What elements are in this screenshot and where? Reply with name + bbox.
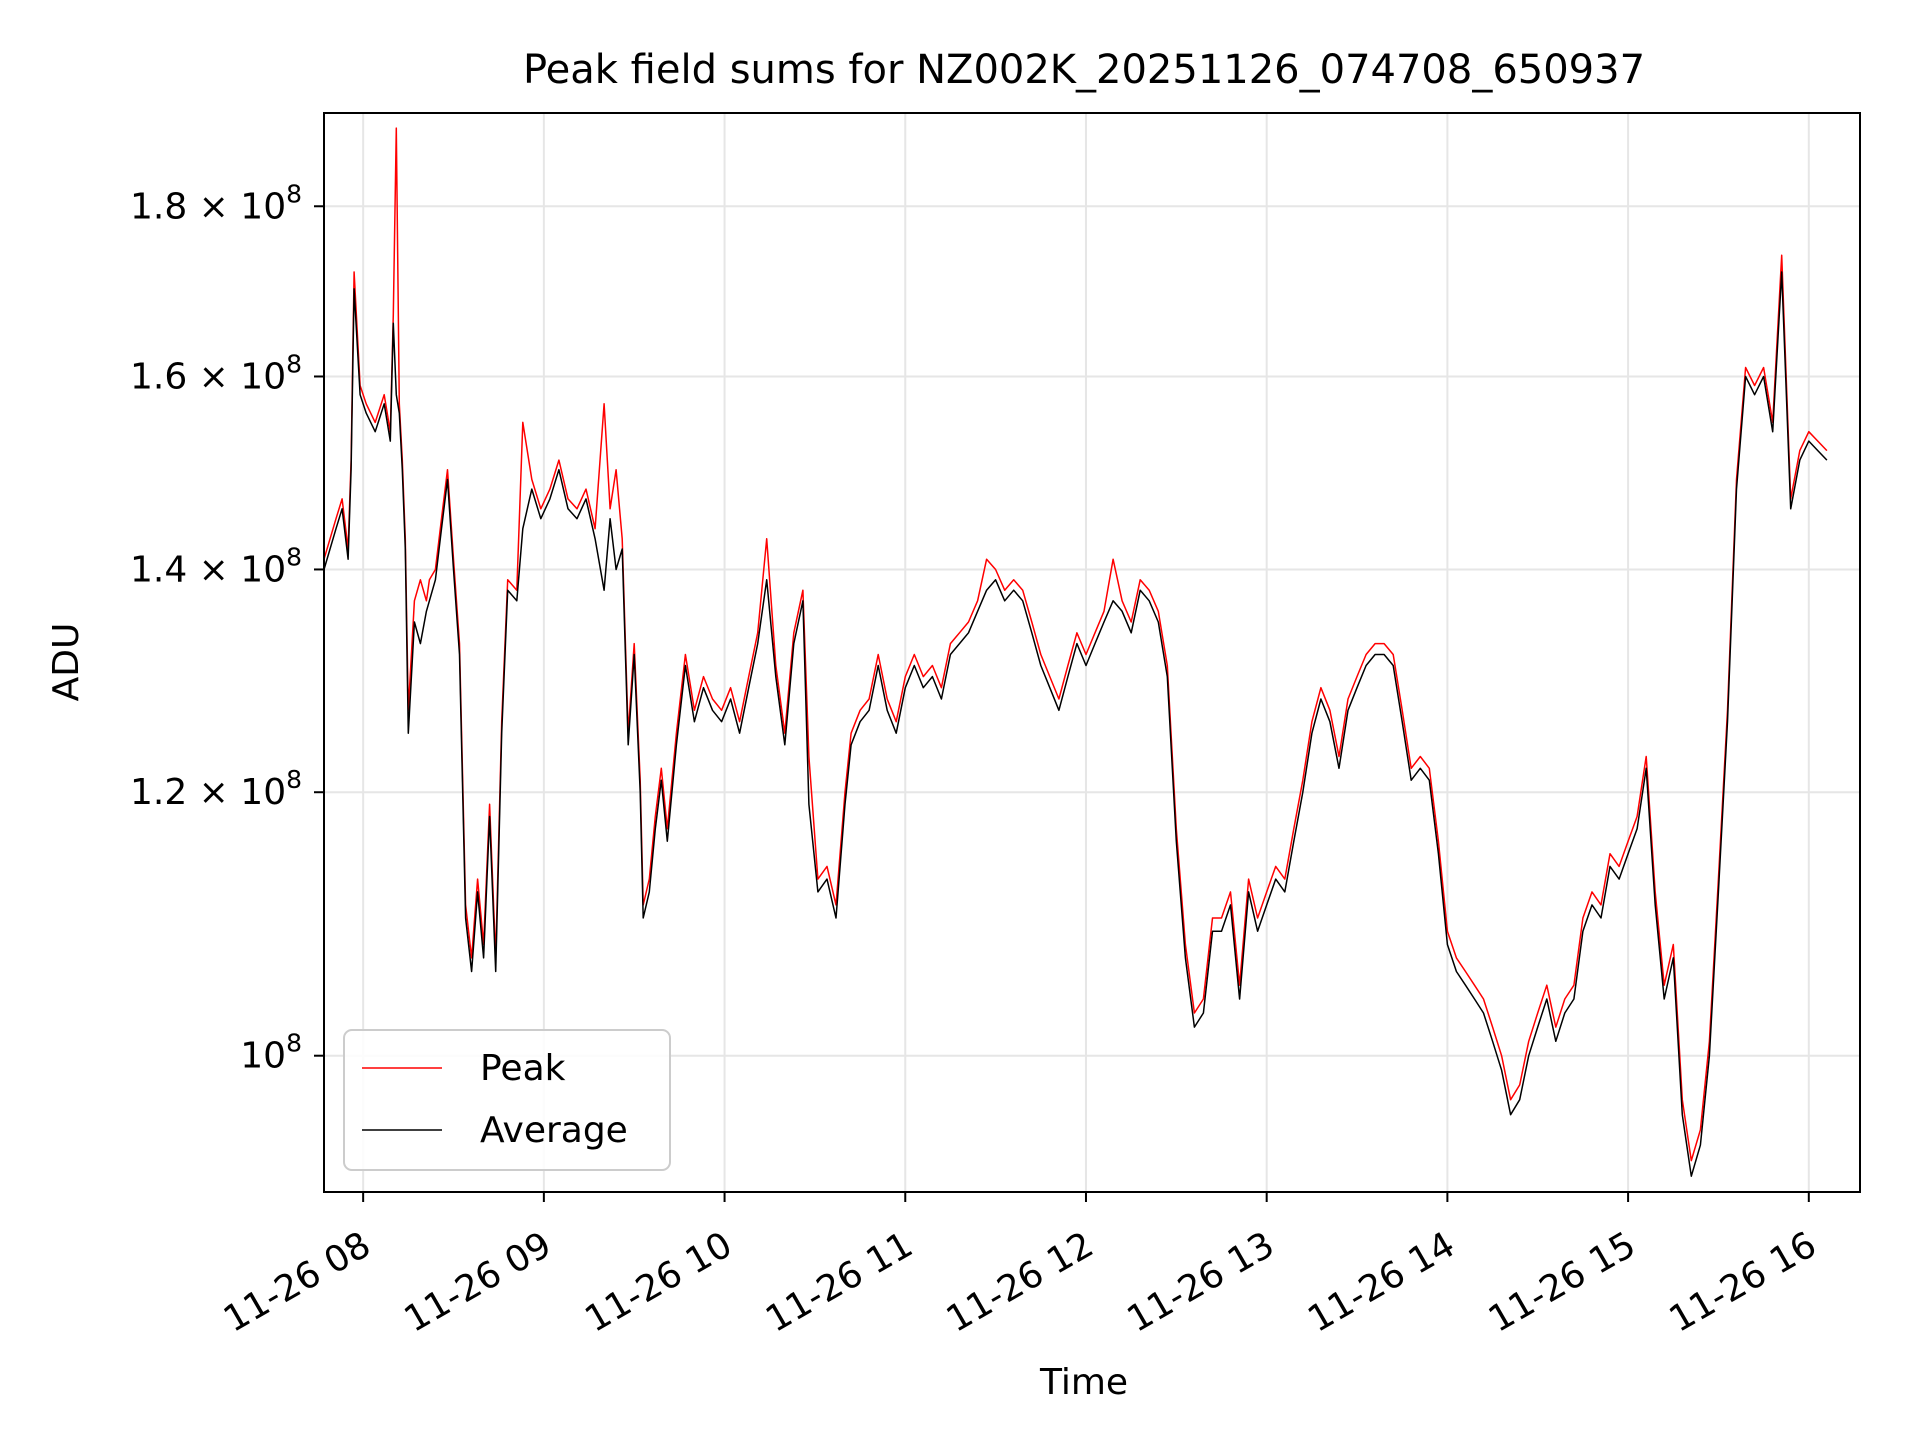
y-axis-label: ADU bbox=[46, 623, 87, 702]
legend-box bbox=[343, 1029, 671, 1171]
legend-label-average: Average bbox=[480, 1110, 628, 1151]
series-line-average bbox=[323, 271, 1828, 1177]
plot-frame bbox=[323, 112, 1861, 1193]
y-tick-label: 108 bbox=[240, 1029, 302, 1077]
series bbox=[323, 127, 1828, 1177]
chart-title: Peak field sums for NZ002K_20251126_0747… bbox=[523, 47, 1645, 93]
y-tick-label: 1.4 × 108 bbox=[130, 542, 302, 590]
y-tick-label: 1.2 × 108 bbox=[130, 765, 302, 813]
legend-label-peak: Peak bbox=[480, 1048, 566, 1089]
y-tick-label: 1.8 × 108 bbox=[130, 179, 302, 227]
y-axis: 108 1.2 × 108 1.4 × 108 1.6 × 108 1.8 × 108 bbox=[130, 179, 324, 1077]
legend: Peak Average bbox=[343, 1029, 671, 1171]
y-tick-label: 1.6 × 108 bbox=[130, 349, 302, 397]
grid bbox=[324, 113, 1860, 1192]
x-axis-label: Time bbox=[1039, 1362, 1128, 1403]
